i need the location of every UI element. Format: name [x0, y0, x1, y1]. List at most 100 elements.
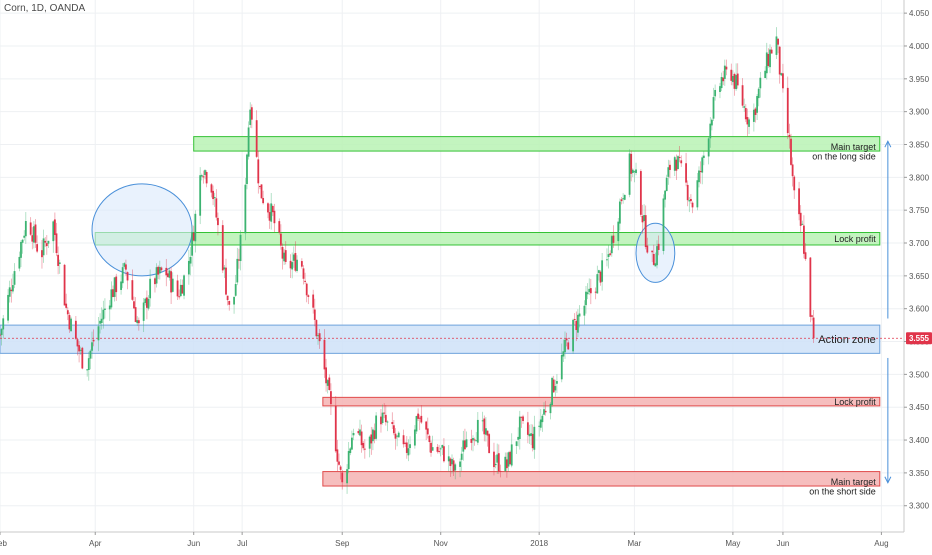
- candle: [505, 452, 508, 478]
- candle-body: [407, 448, 410, 456]
- candle: [443, 438, 445, 463]
- candle: [292, 246, 295, 268]
- candle-body: [255, 120, 258, 157]
- candle: [228, 300, 231, 311]
- x-tick-label: 2018: [530, 539, 548, 548]
- candle: [733, 72, 736, 96]
- candle: [104, 298, 106, 319]
- highlight-ellipse: [91, 183, 193, 277]
- candle-body: [47, 240, 50, 244]
- candle: [336, 439, 339, 472]
- candle-body: [488, 434, 491, 454]
- candle-body: [41, 250, 43, 258]
- candle: [166, 268, 169, 278]
- candle-body: [803, 225, 805, 254]
- candle: [770, 46, 773, 54]
- candle: [270, 192, 273, 230]
- candle: [564, 331, 566, 359]
- candle-body: [307, 295, 310, 297]
- candle: [686, 180, 689, 207]
- candle: [92, 329, 95, 347]
- candle: [711, 118, 713, 131]
- candle-body: [554, 386, 557, 391]
- candle: [623, 194, 626, 201]
- candle-body: [544, 410, 547, 413]
- candle: [33, 221, 35, 249]
- candle: [462, 430, 465, 461]
- candle: [199, 167, 202, 225]
- candle: [268, 203, 271, 229]
- candle-body: [281, 247, 284, 259]
- candle: [522, 414, 524, 424]
- candle-body: [24, 221, 27, 237]
- candle: [147, 295, 150, 311]
- candle-body: [380, 416, 382, 425]
- candle-body: [643, 215, 645, 222]
- y-tick-label: 3.650: [909, 272, 930, 281]
- candle: [351, 430, 353, 450]
- candle: [225, 258, 227, 296]
- candle-body: [91, 342, 93, 351]
- candle: [594, 287, 597, 300]
- candle: [370, 426, 373, 455]
- y-tick-label: 3.900: [909, 108, 930, 117]
- candle-body: [268, 212, 271, 221]
- candle-body: [289, 260, 292, 269]
- candle-body: [665, 177, 668, 192]
- candle: [556, 374, 558, 393]
- candle: [565, 332, 568, 347]
- candle: [81, 346, 84, 370]
- candle: [641, 204, 644, 234]
- candle-body: [677, 156, 679, 170]
- candle: [517, 427, 520, 447]
- candle: [300, 258, 303, 269]
- candle: [646, 237, 649, 254]
- candle-body: [279, 233, 282, 246]
- candle-body: [283, 252, 286, 262]
- candle: [278, 218, 281, 235]
- candle: [765, 42, 768, 80]
- candle: [628, 149, 631, 198]
- y-tick-label: 3.300: [909, 502, 930, 511]
- candle-body: [325, 367, 327, 384]
- candle: [757, 87, 760, 107]
- candle: [194, 210, 197, 253]
- candle: [778, 46, 781, 84]
- candle: [639, 169, 642, 217]
- candle-body: [620, 199, 623, 202]
- candle-body: [431, 447, 434, 451]
- candle: [585, 285, 587, 314]
- candle-body: [678, 157, 681, 159]
- zone-green: [193, 136, 881, 152]
- candle-body: [68, 315, 71, 330]
- candle: [415, 415, 418, 434]
- y-tick-label: 3.600: [909, 305, 930, 314]
- candle-body: [384, 414, 387, 423]
- candle: [86, 368, 89, 377]
- candle-body: [470, 438, 473, 443]
- candle: [673, 155, 676, 176]
- candle-body: [396, 435, 399, 437]
- candle-body: [507, 452, 510, 467]
- candle: [136, 316, 139, 326]
- candle-body: [179, 284, 182, 297]
- candle: [493, 442, 495, 476]
- candle: [380, 409, 382, 433]
- candle-body: [588, 288, 591, 293]
- candle-body: [567, 342, 570, 350]
- candle: [494, 455, 497, 469]
- candle: [735, 63, 738, 91]
- candle: [247, 121, 250, 160]
- candle-body: [247, 127, 250, 157]
- candle-body: [134, 307, 137, 322]
- candle-body: [505, 459, 508, 469]
- candle: [52, 220, 55, 253]
- candle: [154, 276, 156, 293]
- candle-body: [641, 215, 644, 223]
- candle-body: [112, 289, 114, 297]
- candle-body: [155, 267, 158, 284]
- candle: [215, 189, 218, 221]
- candle: [170, 267, 173, 305]
- candle-body: [622, 198, 625, 200]
